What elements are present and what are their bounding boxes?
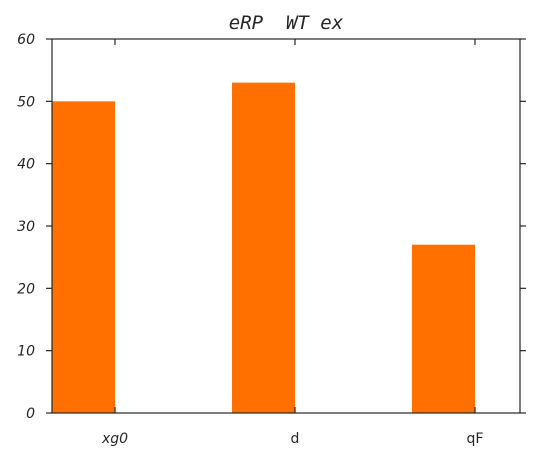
x-tick-label: qF — [467, 431, 484, 447]
bar-xg0 — [52, 101, 115, 413]
y-tick-label: 10 — [17, 344, 35, 360]
bar-d — [232, 82, 295, 413]
y-axis-ticks: 0 10 20 30 40 50 60 — [17, 32, 526, 422]
bar-qF — [412, 244, 475, 413]
y-tick-label: 20 — [17, 281, 35, 297]
x-tick-label: d — [291, 431, 300, 447]
y-tick-label: 40 — [17, 157, 35, 173]
x-axis-ticks: xg0 d qF — [101, 39, 484, 447]
y-tick-label: 50 — [17, 94, 35, 110]
chart-title: eRP WT ex — [229, 12, 344, 34]
y-tick-label: 30 — [17, 219, 35, 235]
plot-frame — [51, 38, 521, 414]
bars-group — [52, 82, 475, 413]
x-tick-label: xg0 — [101, 431, 128, 447]
y-tick-label: 60 — [17, 32, 35, 48]
y-tick-label: 0 — [26, 406, 35, 422]
